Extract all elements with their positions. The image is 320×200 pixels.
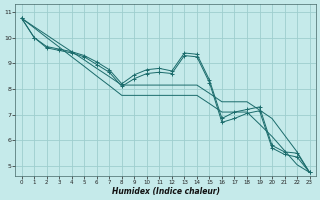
X-axis label: Humidex (Indice chaleur): Humidex (Indice chaleur): [112, 187, 220, 196]
